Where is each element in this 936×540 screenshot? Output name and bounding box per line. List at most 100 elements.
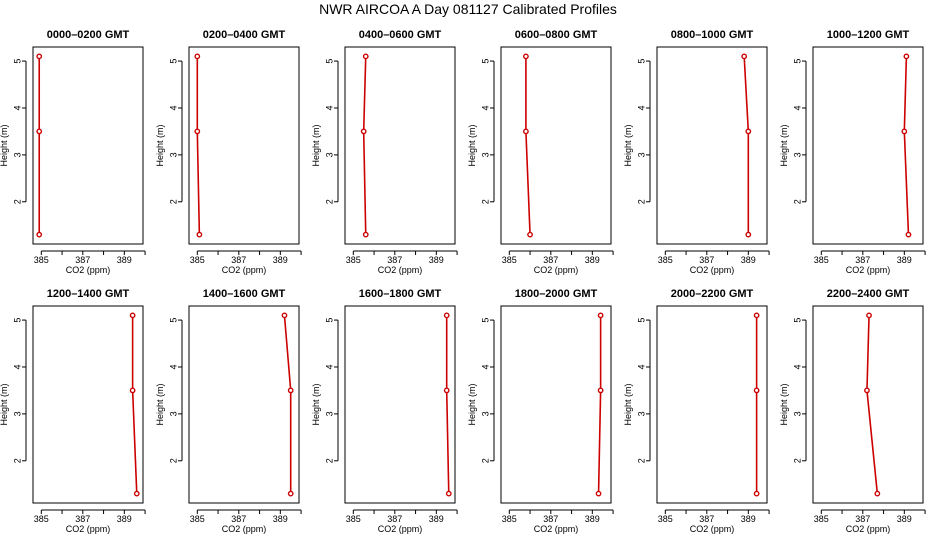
profile-panel: 0200–0400 GMT 385 387 389 CO2 (ppm) 2 3 4 5 Heigh… [155,29,302,275]
panel-title: 1000–1200 GMT [827,29,910,41]
x-tick-label: 389 [741,255,756,265]
data-point [362,53,369,60]
y-tick-label: 5 [636,59,646,64]
profile-line [131,315,138,494]
x-axis-label: CO2 (ppm) [690,265,735,275]
y-tick-label: 2 [168,458,178,463]
y-axis-label: Height (m) [623,124,633,166]
y-axis-label: Height (m) [0,383,9,425]
data-point [753,312,760,319]
y-tick-label: 2 [12,458,22,463]
data-point [133,490,140,497]
y-tick-label: 2 [168,199,178,204]
y-tick-label: 3 [636,411,646,416]
y-tick-label: 5 [168,318,178,323]
data-point [36,53,43,60]
x-axis-label: CO2 (ppm) [846,265,891,275]
y-tick-label: 5 [12,59,22,64]
plot-frame [500,46,612,245]
y-axis-label: Height (m) [0,124,9,166]
plot-frame [32,305,144,504]
y-tick-label: 4 [324,105,334,110]
x-axis-label: CO2 (ppm) [378,265,423,275]
y-tick-label: 2 [324,199,334,204]
y-tick-label: 3 [792,411,802,416]
y-tick-label: 4 [480,105,490,110]
y-tick-label: 4 [636,364,646,369]
profile-panel: 0800–1000 GMT 385 387 389 CO2 (ppm) 2 3 4 5 Heigh… [623,29,770,275]
y-tick-label: 4 [480,364,490,369]
y-axis-label: Height (m) [311,124,321,166]
profile-panel: 0000–0200 GMT 385 387 389 CO2 (ppm) 2 3 4 5 Heigh… [0,29,146,275]
y-tick-label: 2 [480,458,490,463]
profile-line [597,315,602,494]
y-tick-label: 3 [636,152,646,157]
data-point [129,312,136,319]
profile-line [445,315,450,494]
data-point [905,231,912,238]
y-tick-label: 5 [324,318,334,323]
data-point [595,490,602,497]
y-tick-label: 4 [12,105,22,110]
data-point [36,231,43,238]
x-tick-label: 385 [346,514,361,524]
profile-panel: 0600–0800 GMT 385 387 389 CO2 (ppm) 2 3 4 5 Heigh… [467,29,614,275]
profile-panel: 2200–2400 GMT 385 387 389 CO2 (ppm) 2 3 4 5 Heigh… [779,288,926,534]
y-tick-label: 4 [168,105,178,110]
data-point [443,312,450,319]
y-tick-label: 2 [636,199,646,204]
x-tick-label: 387 [387,514,402,524]
x-axis-label: CO2 (ppm) [66,524,111,534]
panel-title: 0200–0400 GMT [203,29,286,41]
x-tick-label: 389 [897,255,912,265]
x-tick-label: 387 [543,514,558,524]
profile-panel: 1600–1800 GMT 385 387 389 CO2 (ppm) 2 3 4 5 Heigh… [311,288,458,534]
x-tick-label: 389 [429,255,444,265]
x-tick-label: 389 [897,514,912,524]
y-axis-label: Height (m) [467,124,477,166]
panel-title: 0000–0200 GMT [47,29,130,41]
panel-title: 2200–2400 GMT [827,288,910,300]
plot-frame [188,46,300,245]
x-tick-label: 387 [855,255,870,265]
plot-frame [812,305,924,504]
plot-frame [344,46,456,245]
x-tick-label: 387 [231,255,246,265]
x-axis-label: CO2 (ppm) [222,524,267,534]
y-tick-label: 5 [480,59,490,64]
profile-line [866,315,879,494]
data-point [129,387,136,394]
data-point [362,231,369,238]
profile-line [525,56,531,235]
y-tick-label: 3 [324,152,334,157]
x-tick-label: 387 [387,255,402,265]
x-tick-label: 385 [502,514,517,524]
x-axis-label: CO2 (ppm) [66,265,111,275]
y-tick-label: 3 [12,411,22,416]
data-point [527,231,533,238]
data-point [874,490,881,497]
y-tick-label: 3 [480,411,490,416]
y-tick-label: 4 [792,105,802,110]
profile-line [743,56,750,235]
profile-line [903,56,910,235]
y-tick-label: 2 [792,199,802,204]
panel-title: 1800–2000 GMT [515,288,598,300]
y-tick-label: 5 [480,318,490,323]
y-tick-label: 3 [792,152,802,157]
y-tick-label: 3 [12,152,22,157]
data-point [287,387,294,394]
x-tick-label: 385 [190,255,205,265]
y-tick-label: 5 [636,318,646,323]
y-tick-label: 2 [12,199,22,204]
x-tick-label: 389 [429,514,444,524]
x-tick-label: 387 [75,255,90,265]
y-axis-label: Height (m) [155,383,165,425]
data-point [753,387,760,394]
y-tick-label: 3 [324,411,334,416]
x-tick-label: 389 [117,514,132,524]
data-point [443,387,450,394]
plot-frame [656,305,768,504]
x-axis-label: CO2 (ppm) [534,524,579,534]
data-point [741,53,748,60]
